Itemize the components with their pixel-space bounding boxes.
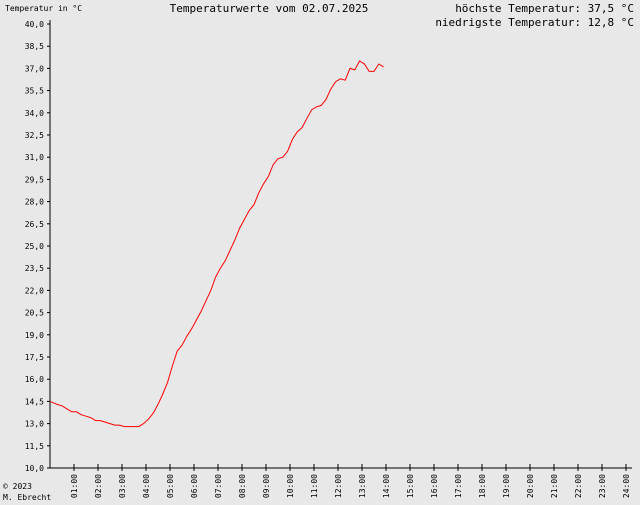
y-tick-label: 37,0 bbox=[25, 64, 44, 73]
x-tick-label: 02:00 bbox=[94, 474, 103, 498]
x-tick-label: 20:00 bbox=[526, 474, 535, 498]
y-tick-label: 20,5 bbox=[25, 309, 44, 318]
y-tick-label: 38,5 bbox=[25, 42, 44, 51]
temperature-series-line bbox=[49, 60, 384, 428]
y-tick-label: 26,5 bbox=[25, 220, 44, 229]
y-tick-label: 35,5 bbox=[25, 87, 44, 96]
x-tick-label: 18:00 bbox=[478, 474, 487, 498]
y-tick-label: 34,0 bbox=[25, 109, 44, 118]
y-tick-label: 32,5 bbox=[25, 131, 44, 140]
x-axis-ticks: 01:00 02:00 03:00 04:00 05:00 06:00 07:00 08:00… bbox=[70, 464, 631, 498]
x-tick-label: 04:00 bbox=[142, 474, 151, 498]
x-tick-label: 15:00 bbox=[406, 474, 415, 498]
x-tick-label: 21:00 bbox=[550, 474, 559, 498]
x-tick-label: 12:00 bbox=[334, 474, 343, 498]
x-tick-label: 11:00 bbox=[310, 474, 319, 498]
y-tick-label: 40,0 bbox=[25, 20, 44, 29]
y-tick-label: 25,0 bbox=[25, 242, 44, 251]
max-temperature-label: höchste Temperatur: 37,5 °C bbox=[455, 2, 634, 15]
author-text: M. Ebrecht bbox=[3, 493, 51, 502]
y-tick-label: 19,0 bbox=[25, 331, 44, 340]
x-tick-label: 09:00 bbox=[262, 474, 271, 498]
copyright-text: © 2023 bbox=[3, 482, 32, 491]
x-tick-label: 14:00 bbox=[382, 474, 391, 498]
y-tick-label: 13,0 bbox=[25, 420, 44, 429]
x-tick-label: 22:00 bbox=[574, 474, 583, 498]
y-tick-label: 10,0 bbox=[25, 464, 44, 473]
x-tick-label: 10:00 bbox=[286, 474, 295, 498]
x-tick-label: 23:00 bbox=[598, 474, 607, 498]
x-tick-label: 19:00 bbox=[502, 474, 511, 498]
x-tick-label: 08:00 bbox=[238, 474, 247, 498]
x-tick-label: 13:00 bbox=[358, 474, 367, 498]
x-tick-label: 24:00 bbox=[622, 474, 631, 498]
y-axis-ticks: 10,0 11,5 13,0 14,5 16,0 17,5 19,0 20,5 22,0 23,5… bbox=[25, 20, 50, 473]
y-tick-label: 14,5 bbox=[25, 397, 44, 406]
y-tick-label: 23,5 bbox=[25, 264, 44, 273]
y-tick-label: 31,0 bbox=[25, 153, 44, 162]
x-tick-label: 17:00 bbox=[454, 474, 463, 498]
x-tick-label: 07:00 bbox=[214, 474, 223, 498]
y-tick-label: 16,0 bbox=[25, 375, 44, 384]
x-tick-label: 01:00 bbox=[70, 474, 79, 498]
y-tick-label: 28,0 bbox=[25, 198, 44, 207]
y-tick-label: 17,5 bbox=[25, 353, 44, 362]
min-temperature-label: niedrigste Temperatur: 12,8 °C bbox=[435, 16, 634, 29]
y-unit-label: Temperatur in °C bbox=[5, 4, 82, 13]
x-tick-label: 06:00 bbox=[190, 474, 199, 498]
x-tick-label: 16:00 bbox=[430, 474, 439, 498]
y-tick-label: 29,5 bbox=[25, 175, 44, 184]
x-tick-label: 03:00 bbox=[118, 474, 127, 498]
chart-title: Temperaturwerte vom 02.07.2025 bbox=[170, 2, 369, 15]
y-tick-label: 11,5 bbox=[25, 442, 44, 451]
x-tick-label: 05:00 bbox=[166, 474, 175, 498]
y-tick-label: 22,0 bbox=[25, 286, 44, 295]
